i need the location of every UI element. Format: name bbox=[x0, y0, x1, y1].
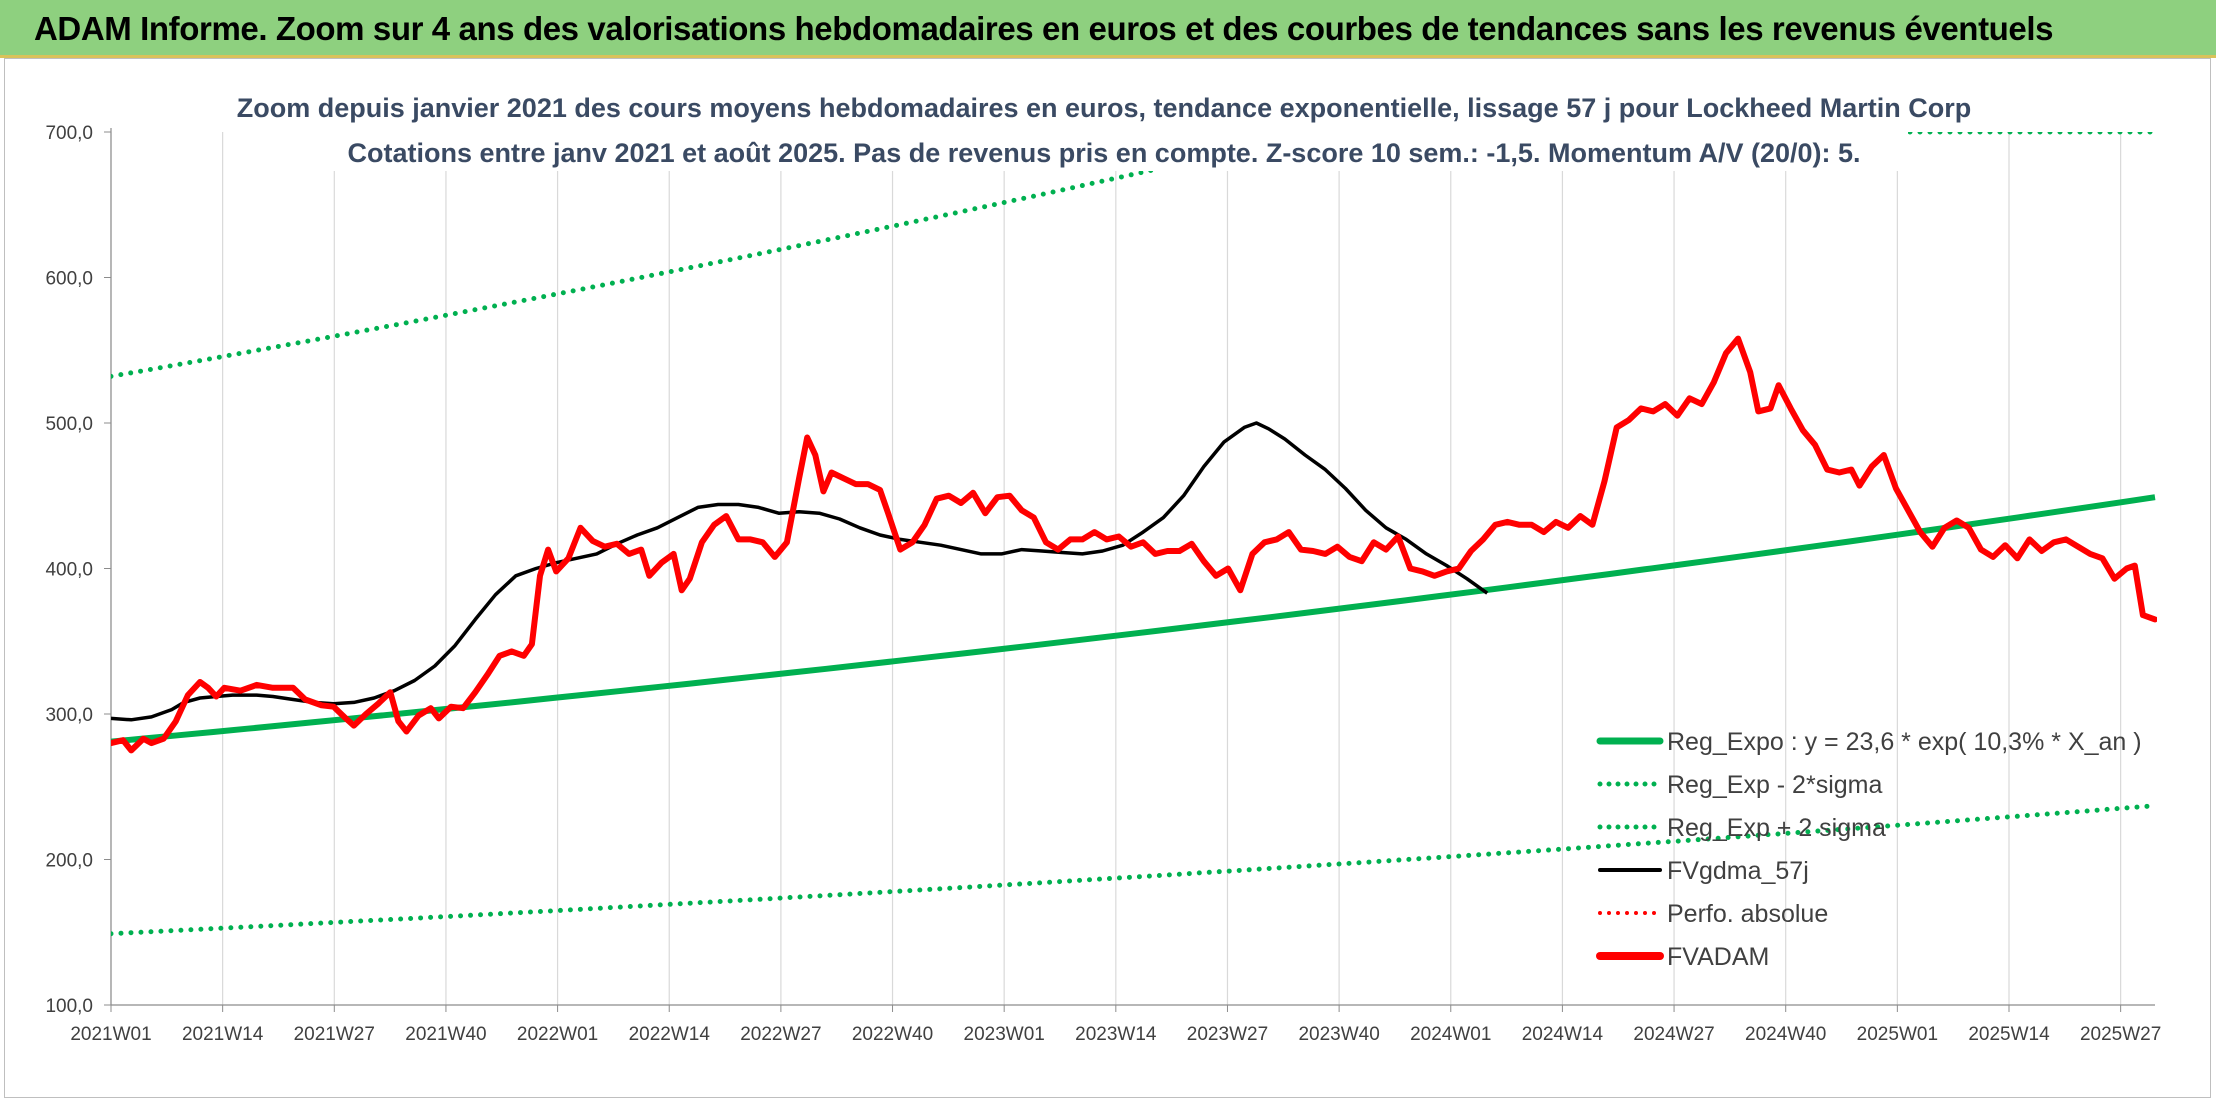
chart-legend: Reg_Expo : y = 23,6 * exp( 10,3% * X_an … bbox=[1596, 728, 2142, 971]
x-tick-label: 2025W27 bbox=[2080, 1024, 2161, 1045]
legend-label: FVADAM bbox=[1667, 943, 1769, 971]
x-tick-label: 2025W14 bbox=[1968, 1024, 2050, 1045]
x-tick-label: 2022W01 bbox=[517, 1024, 598, 1045]
chart-axes: 2021W01 2021W14 2021W27 2021W40 2022W01 2022W… bbox=[45, 123, 2161, 1045]
y-tick-label: 100,0 bbox=[45, 996, 93, 1017]
y-tick-label: 500,0 bbox=[45, 414, 93, 435]
reg-exp-minus-2sigma-line bbox=[111, 803, 2157, 937]
x-tick-label: 2021W40 bbox=[405, 1024, 486, 1045]
legend-label: Reg_Exp - 2*sigma bbox=[1667, 771, 1882, 799]
x-tick-label: 2021W01 bbox=[70, 1024, 151, 1045]
legend-label: Reg_Expo : y = 23,6 * exp( 10,3% * X_an … bbox=[1667, 728, 2142, 756]
x-tick-label: 2024W40 bbox=[1745, 1024, 1826, 1045]
x-tick-label: 2022W40 bbox=[852, 1024, 933, 1045]
y-tick-label: 200,0 bbox=[45, 851, 93, 872]
legend-label: Reg_Exp + 2 sigma bbox=[1667, 814, 1886, 842]
x-tick-label: 2022W14 bbox=[629, 1024, 711, 1045]
reg-exp-plus-2sigma-line bbox=[111, 132, 1332, 379]
chart-title: Zoom depuis janvier 2021 des cours moyen… bbox=[237, 93, 1972, 123]
x-tick-label: 2023W01 bbox=[964, 1024, 1045, 1045]
x-tick-label: 2023W27 bbox=[1187, 1024, 1268, 1045]
chart-grid bbox=[110, 132, 2122, 1005]
y-tick-label: 700,0 bbox=[45, 123, 93, 144]
report-banner: ADAM Informe. Zoom sur 4 ans des valoris… bbox=[0, 0, 2216, 58]
x-tick-label: 2024W27 bbox=[1633, 1024, 1714, 1045]
y-tick-label: 400,0 bbox=[45, 560, 93, 581]
fvadam-price-line bbox=[111, 335, 2157, 754]
x-tick-label: 2021W27 bbox=[294, 1024, 375, 1045]
x-tick-label: 2023W40 bbox=[1298, 1024, 1379, 1045]
report-title: ADAM Informe. Zoom sur 4 ans des valoris… bbox=[34, 10, 2054, 47]
x-tick-label: 2022W27 bbox=[740, 1024, 821, 1045]
chart-frame bbox=[4, 58, 2211, 1098]
legend-label: Perfo. absolue bbox=[1667, 900, 1828, 928]
y-tick-label: 300,0 bbox=[45, 705, 93, 726]
chart-subtitle: Cotations entre janv 2021 et août 2025. … bbox=[347, 138, 1860, 168]
chart-series bbox=[111, 132, 2157, 937]
x-tick-label: 2024W14 bbox=[1522, 1024, 1604, 1045]
y-tick-label: 600,0 bbox=[45, 269, 93, 290]
x-tick-label: 2025W01 bbox=[1857, 1024, 1938, 1045]
x-tick-label: 2024W01 bbox=[1410, 1024, 1491, 1045]
legend-label: FVgdma_57j bbox=[1667, 857, 1809, 885]
chart-titles: Zoom depuis janvier 2021 des cours moyen… bbox=[237, 83, 1972, 171]
x-tick-label: 2021W14 bbox=[182, 1024, 264, 1045]
reg-expo-line bbox=[111, 494, 2156, 745]
x-tick-label: 2023W14 bbox=[1075, 1024, 1157, 1045]
